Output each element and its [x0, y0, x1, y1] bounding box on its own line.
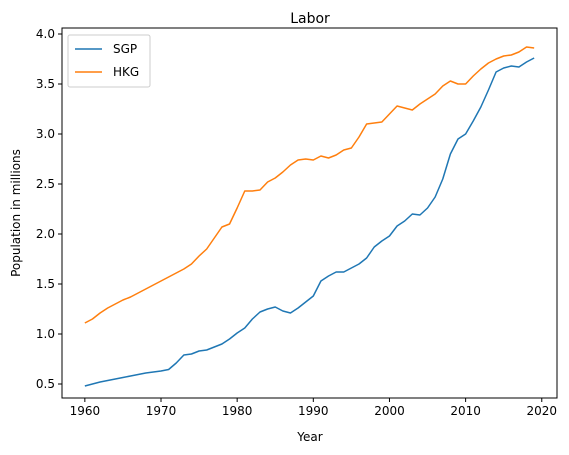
legend-label-sgp: SGP	[113, 42, 137, 56]
x-axis: 1960 1970 1980 1990 2000 2010 2020	[70, 398, 557, 418]
y-tick-label: 1.0	[36, 327, 55, 341]
x-tick-label: 2020	[526, 404, 557, 418]
y-axis-label: Population in millions	[9, 149, 23, 277]
x-tick-label: 1990	[298, 404, 329, 418]
y-tick-label: 2.5	[36, 177, 55, 191]
x-tick-label: 1980	[222, 404, 253, 418]
legend-label-hkg: HKG	[113, 65, 139, 79]
x-tick-label: 2000	[374, 404, 405, 418]
legend-box	[67, 34, 151, 88]
plot-area	[84, 46, 535, 387]
y-tick-label: 3.0	[36, 127, 55, 141]
y-tick-label: 2.0	[36, 227, 55, 241]
y-tick-label: 4.0	[36, 27, 55, 41]
y-tick-label: 1.5	[36, 277, 55, 291]
legend: SGP HKG	[67, 34, 151, 88]
series-line-hkg	[84, 46, 535, 324]
y-tick-label: 3.5	[36, 77, 55, 91]
chart-title: Labor	[290, 11, 330, 27]
x-tick-label: 2010	[450, 404, 481, 418]
x-tick-label: 1970	[146, 404, 177, 418]
x-tick-label: 1960	[70, 404, 101, 418]
series-line-sgp	[84, 57, 535, 387]
y-tick-label: 0.5	[36, 377, 55, 391]
x-axis-label: Year	[296, 430, 322, 444]
y-axis: 0.5 1.0 1.5 2.0 2.5 3.0 3.5 4.0	[36, 27, 62, 391]
axes-frame	[61, 27, 558, 399]
